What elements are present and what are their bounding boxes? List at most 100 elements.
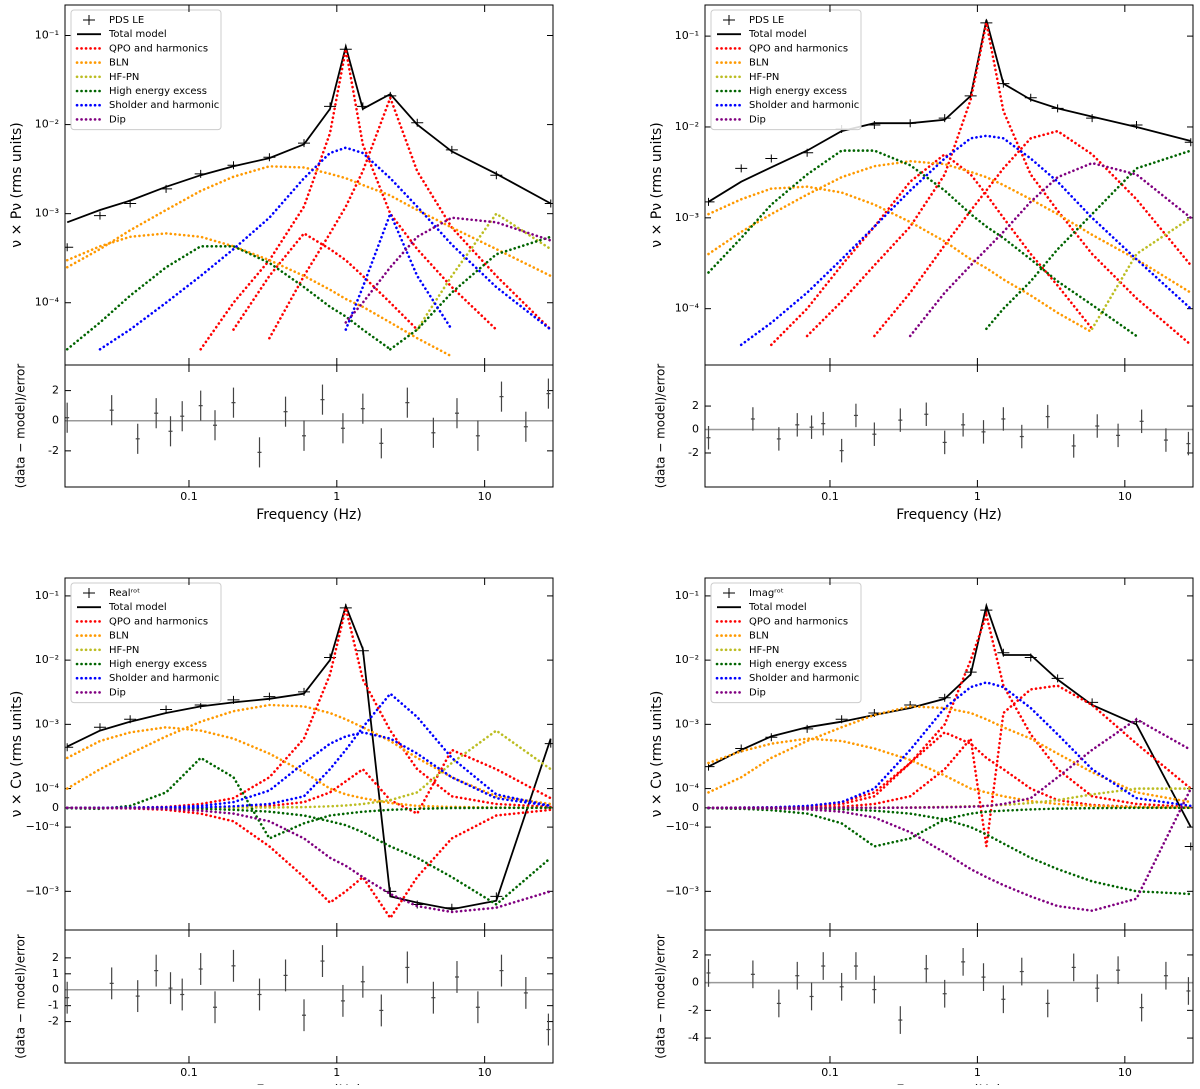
legend-marker	[723, 588, 735, 598]
y-tick-label: 0	[692, 423, 699, 436]
y-tick-label: 0	[692, 801, 699, 814]
data-point	[705, 197, 715, 206]
component-curve	[65, 806, 552, 914]
y-tick-label: 10⁻²	[35, 653, 59, 666]
y-tick-label: 10⁻²	[35, 118, 59, 131]
legend-label: QPO and harmonics	[109, 43, 208, 54]
x-tick-label: 0.1	[180, 1066, 198, 1079]
component-curve	[707, 159, 1193, 294]
component-curve	[873, 129, 1193, 338]
x-tick-label: 0.1	[821, 1066, 839, 1079]
legend-label: QPO and harmonics	[109, 616, 208, 627]
x-tick-label: 0.1	[821, 490, 839, 503]
legend-label: BLN	[109, 58, 129, 69]
y-tick-label: 10⁻¹	[675, 29, 699, 42]
legend-label: Total model	[748, 29, 807, 40]
data-point	[445, 145, 458, 154]
y-tick-label: 2	[692, 948, 699, 961]
x-tick-label: 1	[333, 490, 340, 503]
component-curve	[739, 134, 1193, 347]
y-tick-label: 10⁻⁴	[675, 782, 700, 795]
x-tick-label: 10	[478, 490, 492, 503]
y-tick-label: 2	[52, 951, 59, 964]
component-curve	[65, 748, 552, 816]
axes-frame	[704, 929, 1194, 1064]
y-tick-label: 10⁻³	[35, 717, 59, 730]
y-tick-label: -2	[688, 1003, 699, 1016]
legend-label: High energy excess	[749, 659, 847, 670]
legend-box	[710, 9, 862, 131]
legend-label: HF-PN	[109, 72, 139, 83]
component-curve	[268, 94, 552, 340]
legend-label: Sholder and harmonic	[749, 100, 859, 111]
component-curve	[707, 787, 1193, 810]
x-axis-label: Frequency (Hz)	[256, 507, 362, 523]
legend-label: Imagʳᵒᵗ	[749, 588, 784, 599]
component-curve	[707, 149, 1138, 338]
axes-frame	[64, 364, 554, 488]
component-curve	[232, 231, 419, 331]
component-curve	[65, 806, 552, 921]
model-line	[66, 603, 552, 911]
y-tick-label: 10⁻¹	[35, 29, 59, 42]
y-tick-label: 2	[52, 384, 59, 397]
y-tick-label: -2	[48, 1015, 59, 1028]
y-tick-label: -1	[48, 999, 59, 1012]
y-tick-label: 10⁻³	[675, 211, 699, 224]
component-curve	[707, 185, 1094, 334]
legend-label: Total model	[108, 602, 167, 613]
legend-marker	[83, 588, 95, 598]
legend-label: PDS LE	[109, 15, 144, 26]
y-tick-label: 10⁻¹	[35, 589, 59, 602]
legend-box	[70, 582, 222, 704]
component-curve	[770, 152, 1094, 347]
axes-frame	[64, 929, 554, 1064]
y-tick-label: 0	[692, 976, 699, 989]
y-tick-label: 2	[692, 399, 699, 412]
x-tick-label: 10	[1118, 490, 1132, 503]
axes-frame	[704, 364, 1194, 488]
y-tick-label: 1	[52, 967, 59, 980]
legend-label: HF-PN	[749, 72, 779, 83]
legend-label: PDS LE	[749, 15, 784, 26]
legend-label: Dip	[749, 114, 766, 125]
component-curve	[65, 164, 552, 278]
legend-label: BLN	[749, 631, 769, 642]
legend-label: QPO and harmonics	[749, 616, 848, 627]
y-tick-label: 10⁻⁴	[675, 302, 700, 315]
model-line	[66, 43, 552, 224]
component-curve	[908, 161, 1193, 338]
y-tick-label: 10⁻⁴	[35, 296, 60, 309]
y-tick-label: -2	[688, 446, 699, 459]
data-point	[93, 211, 106, 220]
x-tick-label: 1	[974, 490, 981, 503]
y-tick-label: 10⁻³	[675, 717, 699, 730]
y-axis-label: (data − model)/error	[654, 934, 668, 1059]
legend-label: HF-PN	[109, 645, 139, 656]
component-curve	[65, 232, 454, 358]
y-axis-label: (data − model)/error	[654, 364, 668, 489]
component-curve	[985, 149, 1193, 331]
component-curve	[65, 728, 552, 810]
y-tick-label: −10⁻⁴	[666, 820, 700, 833]
legend-label: QPO and harmonics	[749, 43, 848, 54]
y-tick-label: 10⁻¹	[675, 589, 699, 602]
y-tick-label: -4	[688, 1031, 699, 1044]
x-tick-label: 10	[1118, 1066, 1132, 1079]
legend-label: BLN	[749, 58, 769, 69]
legend-label: HF-PN	[749, 645, 779, 656]
legend-label: Sholder and harmonic	[749, 673, 859, 684]
y-tick-label: 10⁻³	[35, 207, 59, 220]
data-point	[65, 243, 74, 252]
x-axis-label: Frequency (Hz)	[896, 507, 1002, 523]
legend-label: Dip	[109, 114, 126, 125]
legend-label: High energy excess	[109, 86, 207, 97]
y-axis-label: (data − model)/error	[14, 364, 28, 489]
model-line	[708, 602, 1192, 828]
component-curve	[389, 235, 552, 351]
data-point	[1184, 842, 1193, 851]
legend-box	[70, 9, 222, 131]
y-axis-label: ν × Pν (rms units)	[649, 122, 665, 247]
y-tick-label: 0	[52, 414, 59, 427]
model-line	[708, 19, 1192, 203]
